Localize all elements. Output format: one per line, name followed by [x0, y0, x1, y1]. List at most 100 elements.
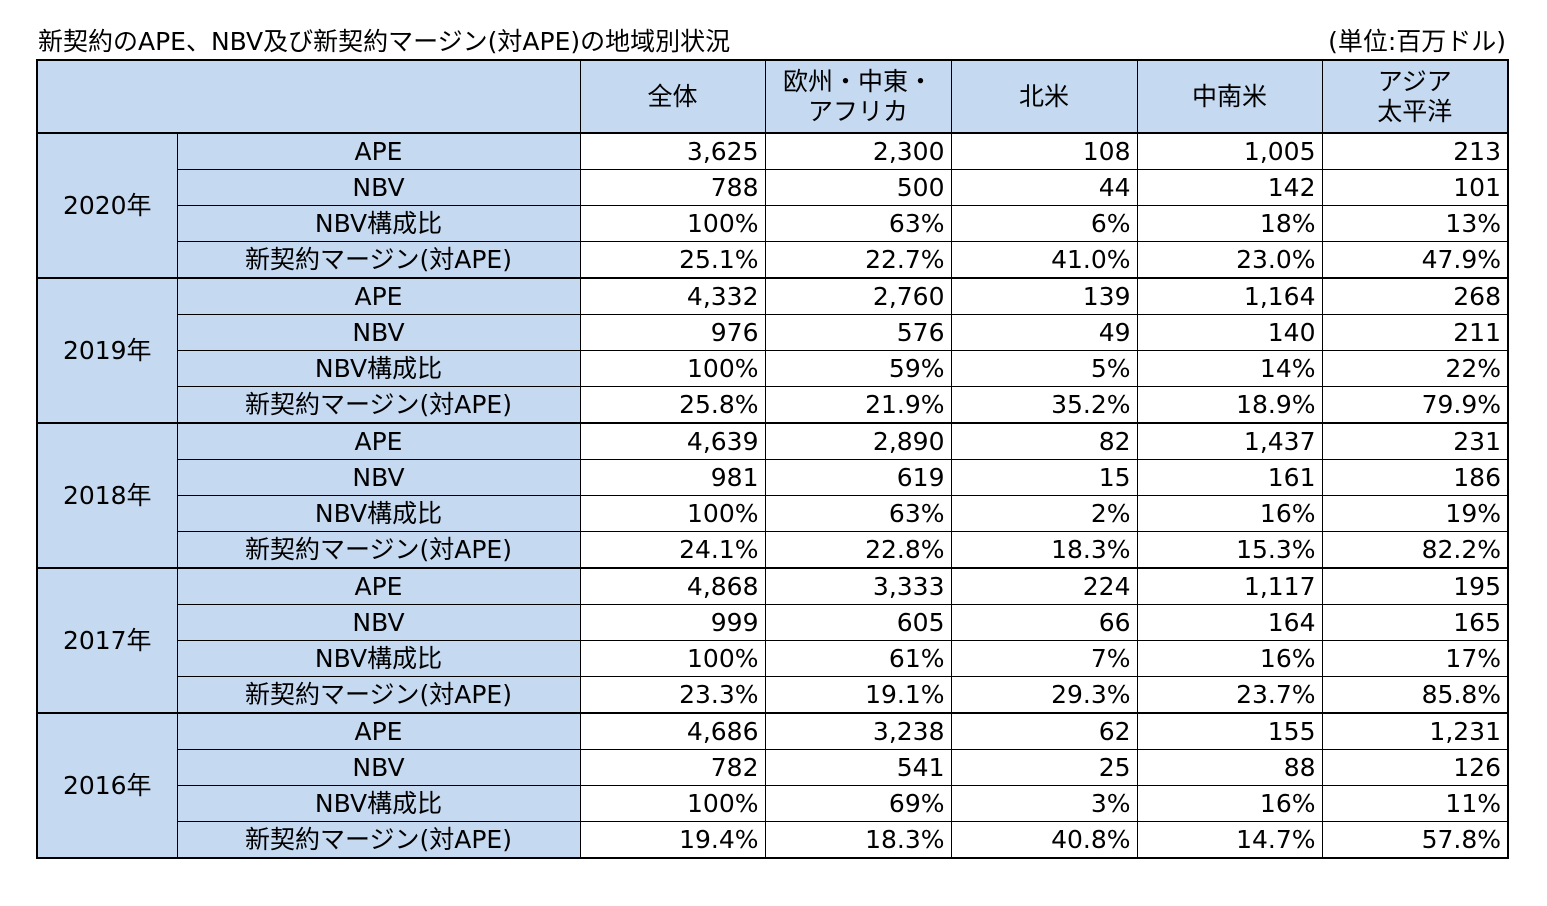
metric-label: NBV構成比 — [176, 785, 581, 822]
value-cell: 25 — [950, 749, 1138, 786]
value-cell: 2% — [950, 495, 1138, 532]
metric-label: NBV構成比 — [176, 495, 581, 532]
column-header: 全体 — [579, 59, 766, 134]
value-cell: 500 — [764, 169, 952, 206]
value-cell: 3,625 — [579, 132, 766, 170]
value-cell: 66 — [950, 604, 1138, 641]
value-cell: 165 — [1321, 604, 1509, 641]
table-row: 2018年 APE 4,639 2,890 82 1,437 231 — [36, 422, 1509, 569]
value-cell: 126 — [1321, 749, 1509, 786]
value-cell: 1,231 — [1321, 712, 1509, 750]
column-header-line: 中南米 — [1191, 81, 1267, 111]
value-cell: 25.8% — [579, 386, 766, 424]
value-cell: 782 — [579, 749, 766, 786]
table-row: 2016年 APE 4,686 3,238 62 155 1,231 — [36, 712, 1509, 859]
year-label: 2016年 — [36, 712, 178, 859]
value-cell: 1,164 — [1136, 277, 1323, 315]
value-cell: 14% — [1136, 350, 1323, 387]
table-row: NBV 788 500 44 142 101 — [37, 169, 1509, 206]
metric-label: NBV構成比 — [176, 205, 581, 242]
unit-note: (単位:百万ドル) — [1328, 27, 1506, 56]
value-cell: 140 — [1136, 314, 1323, 351]
metric-label: 新契約マージン(対APE) — [176, 241, 581, 279]
value-cell: 108 — [950, 132, 1138, 170]
metric-label: NBV — [176, 459, 581, 496]
metric-label: NBV構成比 — [176, 640, 581, 677]
value-cell: 100% — [579, 350, 766, 387]
column-header-line: 北米 — [1018, 81, 1069, 111]
value-cell: 57.8% — [1321, 821, 1509, 859]
value-cell: 100% — [579, 205, 766, 242]
value-cell: 69% — [764, 785, 952, 822]
value-cell: 3,238 — [764, 712, 952, 750]
value-cell: 4,868 — [579, 567, 766, 605]
value-cell: 49 — [950, 314, 1138, 351]
value-cell: 2,300 — [764, 132, 952, 170]
header-blank-cell — [36, 59, 581, 134]
column-header: アジア 太平洋 — [1321, 59, 1509, 134]
value-cell: 21.9% — [764, 386, 952, 424]
column-header-line: アフリカ — [807, 96, 908, 126]
value-cell: 7% — [950, 640, 1138, 677]
metric-label: 新契約マージン(対APE) — [176, 531, 581, 569]
column-header: 中南米 — [1136, 59, 1323, 134]
table-row: 2017年 APE 4,868 3,333 224 1,117 195 — [36, 567, 1509, 714]
value-cell: 85.8% — [1321, 676, 1509, 714]
year-label: 2017年 — [36, 567, 178, 714]
value-cell: 164 — [1136, 604, 1323, 641]
value-cell: 139 — [950, 277, 1138, 315]
value-cell: 976 — [579, 314, 766, 351]
value-cell: 195 — [1321, 567, 1509, 605]
table-row: NBV構成比 100% 63% 6% 18% 13% — [37, 205, 1509, 242]
value-cell: 1,437 — [1136, 422, 1323, 460]
column-header-line: 欧州・中東・ — [782, 66, 933, 96]
value-cell: 19% — [1321, 495, 1509, 532]
metric-label: NBV — [176, 749, 581, 786]
year-label: 2018年 — [36, 422, 178, 569]
column-header-line: アジア — [1377, 66, 1452, 96]
metric-label: NBV — [176, 169, 581, 206]
value-cell: 161 — [1136, 459, 1323, 496]
value-cell: 22% — [1321, 350, 1509, 387]
table-row: NBV 782 541 25 88 126 — [37, 749, 1509, 786]
value-cell: 999 — [579, 604, 766, 641]
value-cell: 2,890 — [764, 422, 952, 460]
year-label: 2020年 — [36, 132, 178, 279]
value-cell: 13% — [1321, 205, 1509, 242]
value-cell: 16% — [1136, 785, 1323, 822]
metric-label: NBV — [176, 314, 581, 351]
value-cell: 605 — [764, 604, 952, 641]
value-cell: 101 — [1321, 169, 1509, 206]
table-row: NBV 999 605 66 164 165 — [37, 604, 1509, 641]
table-row: 2020年 APE 3,625 2,300 108 1,005 213 — [36, 132, 1509, 279]
metric-label: APE — [176, 712, 581, 750]
value-cell: 29.3% — [950, 676, 1138, 714]
value-cell: 63% — [764, 205, 952, 242]
value-cell: 4,332 — [579, 277, 766, 315]
metric-label: 新契約マージン(対APE) — [176, 386, 581, 424]
metric-label: NBV構成比 — [176, 350, 581, 387]
value-cell: 18.9% — [1136, 386, 1323, 424]
value-cell: 541 — [764, 749, 952, 786]
table-row: NBV 976 576 49 140 211 — [37, 314, 1509, 351]
value-cell: 100% — [579, 640, 766, 677]
table-row: 新契約マージン(対APE) 24.1% 22.8% 18.3% 15.3% 82.2% — [37, 531, 1509, 569]
value-cell: 2,760 — [764, 277, 952, 315]
value-cell: 15 — [950, 459, 1138, 496]
column-header-line: 太平洋 — [1377, 96, 1453, 126]
value-cell: 82 — [950, 422, 1138, 460]
value-cell: 576 — [764, 314, 952, 351]
value-cell: 788 — [579, 169, 766, 206]
regional-ape-nbv-table: 全体 欧州・中東・ アフリカ 北米 中南米 アジア 太平洋 2020年 APE 3,… — [36, 59, 1509, 859]
metric-label: APE — [176, 567, 581, 605]
year-label: 2019年 — [36, 277, 178, 424]
table-row: NBV構成比 100% 59% 5% 14% 22% — [37, 350, 1509, 387]
value-cell: 4,686 — [579, 712, 766, 750]
table-row: 新契約マージン(対APE) 25.8% 21.9% 35.2% 18.9% 79.9% — [37, 386, 1509, 424]
metric-label: APE — [176, 277, 581, 315]
value-cell: 23.0% — [1136, 241, 1323, 279]
value-cell: 619 — [764, 459, 952, 496]
value-cell: 18% — [1136, 205, 1323, 242]
value-cell: 268 — [1321, 277, 1509, 315]
value-cell: 41.0% — [950, 241, 1138, 279]
